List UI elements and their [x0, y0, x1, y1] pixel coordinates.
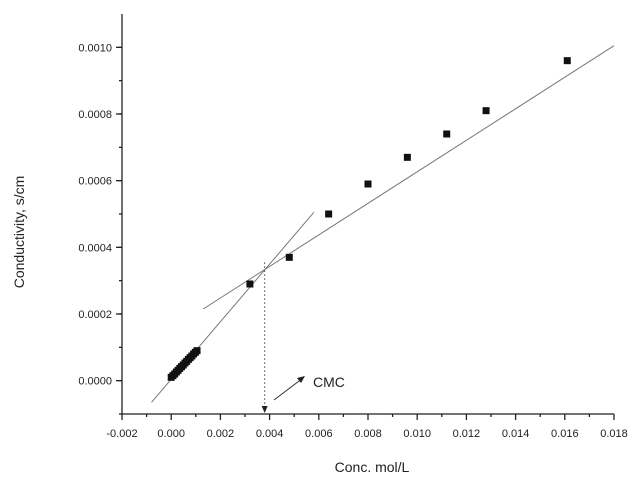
fit-line-2 — [202, 45, 615, 310]
data-point — [325, 210, 333, 218]
cmc-label: CMC — [313, 374, 345, 390]
x-tick-label: 0.006 — [305, 428, 333, 440]
data-points — [167, 57, 571, 381]
cmc-pointer-line — [273, 377, 304, 401]
x-tick-label: 0.016 — [551, 428, 579, 440]
y-axis-title: Conductivity, s/cm — [11, 176, 27, 289]
x-tick-label: 0.018 — [600, 428, 628, 440]
x-tick-label: 0.010 — [403, 428, 431, 440]
axes: -0.002 0.000 0.002 0.004 0.006 0.008 0.010 0.01… — [78, 14, 628, 440]
x-tick-label: 0.000 — [157, 428, 185, 440]
data-point — [246, 280, 254, 288]
cmc-annotation — [261, 262, 305, 413]
y-tick-label: 0.0002 — [78, 309, 112, 321]
x-tick-label: 0.012 — [453, 428, 481, 440]
data-point — [193, 347, 201, 355]
x-tick-label: 0.002 — [207, 428, 235, 440]
data-point — [364, 180, 372, 188]
cmc-arrowhead-down — [261, 406, 268, 413]
x-tick-label: 0.014 — [502, 428, 530, 440]
y-tick-label: 0.0004 — [78, 242, 112, 254]
data-point — [403, 153, 411, 161]
data-point — [443, 130, 451, 138]
cmc-pointer-arrowhead — [297, 376, 305, 383]
data-point — [285, 253, 293, 261]
x-tick-label: -0.002 — [106, 428, 137, 440]
y-tick-label: 0.0006 — [78, 176, 112, 188]
data-point — [482, 107, 490, 115]
x-axis-title: Conc. mol/L — [335, 459, 410, 475]
x-tick-label: 0.008 — [354, 428, 382, 440]
data-point — [563, 57, 571, 65]
y-tick-label: 0.0000 — [78, 376, 112, 388]
y-tick-label: 0.0008 — [78, 109, 112, 121]
fit-lines — [151, 45, 615, 403]
y-tick-label: 0.0010 — [78, 42, 112, 54]
x-tick-label: 0.004 — [256, 428, 284, 440]
